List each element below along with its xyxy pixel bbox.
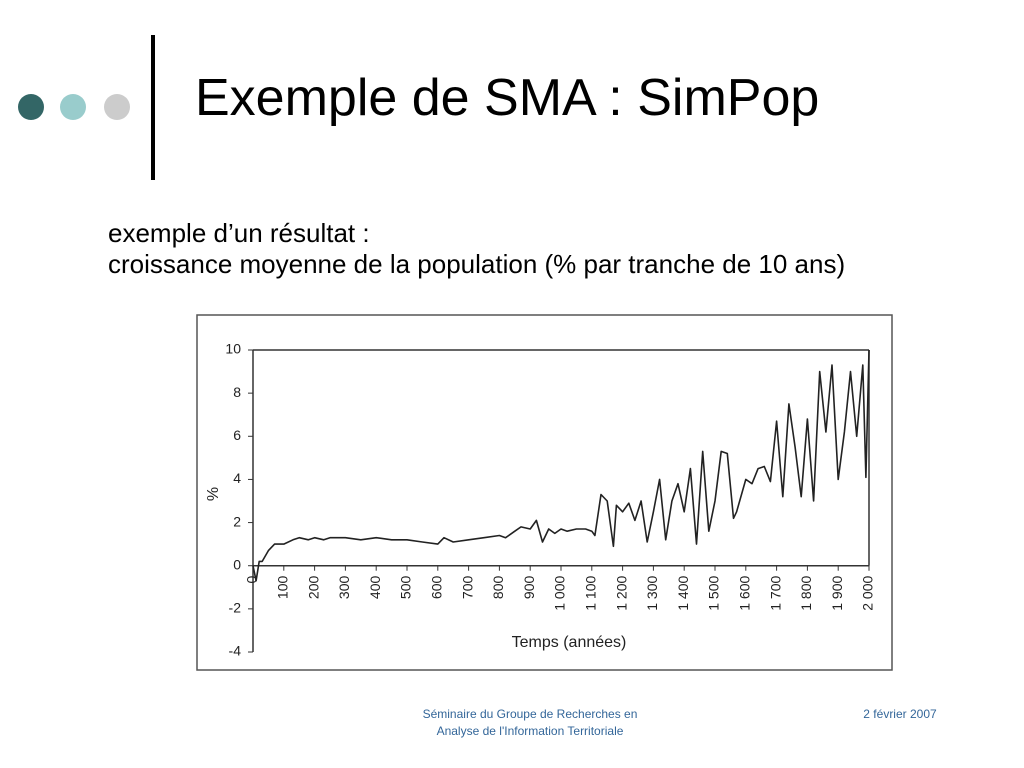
x-tick-label: 300: [336, 576, 352, 600]
x-tick-label: 500: [398, 576, 414, 600]
subtitle: exemple d’un résultat : croissance moyen…: [108, 218, 845, 280]
y-axis-label: %: [205, 487, 222, 501]
x-tick-label: 1 400: [675, 576, 691, 611]
title-rule: [151, 35, 155, 180]
footer-line: Séminaire du Groupe de Recherches en: [422, 707, 638, 721]
bullet-dot: [104, 94, 130, 120]
y-tick-label: -4: [229, 643, 242, 659]
x-tick-label: 200: [305, 576, 321, 600]
chart-frame: [196, 314, 893, 671]
x-tick-label: 400: [367, 576, 383, 600]
subtitle-line: exemple d’un résultat :: [108, 218, 370, 248]
footer-date: 2 février 2007: [863, 707, 937, 721]
x-tick-label: 1 200: [613, 576, 629, 611]
x-tick-label: 900: [521, 576, 537, 600]
x-tick-label: 1 300: [644, 576, 660, 611]
x-tick-label: 1 900: [829, 576, 845, 611]
bullet-dot: [60, 94, 86, 120]
x-tick-label: 700: [459, 576, 475, 600]
x-tick-label: 1 600: [737, 576, 753, 611]
x-tick-label: 1 000: [552, 576, 568, 611]
subtitle-line: croissance moyenne de la population (% p…: [108, 249, 846, 279]
x-tick-label: 100: [275, 576, 291, 600]
x-axis-label: Temps (années): [512, 634, 627, 651]
footer-left: Séminaire du Groupe de Recherches en Ana…: [380, 706, 680, 740]
y-tick-label: 8: [233, 384, 241, 400]
y-tick-label: 6: [233, 427, 241, 443]
bullet-dot: [18, 94, 44, 120]
y-tick-label: -2: [229, 600, 242, 616]
x-tick-label: 1 100: [583, 576, 599, 611]
x-tick-label: 600: [429, 576, 445, 600]
y-tick-label: 0: [233, 556, 241, 572]
x-tick-label: 2 000: [860, 576, 876, 611]
y-tick-label: 4: [233, 470, 241, 486]
title: Exemple de SMA : SimPop: [195, 69, 820, 127]
x-tick-label: 0: [244, 576, 260, 584]
x-tick-label: 800: [490, 576, 506, 600]
y-tick-label: 10: [225, 341, 241, 357]
x-tick-label: 1 800: [798, 576, 814, 611]
x-tick-label: 1 700: [767, 576, 783, 611]
footer-line: Analyse de l'Information Territoriale: [436, 724, 624, 738]
y-tick-label: 2: [233, 513, 241, 529]
data-line: [252, 349, 870, 582]
x-tick-label: 1 500: [706, 576, 722, 611]
